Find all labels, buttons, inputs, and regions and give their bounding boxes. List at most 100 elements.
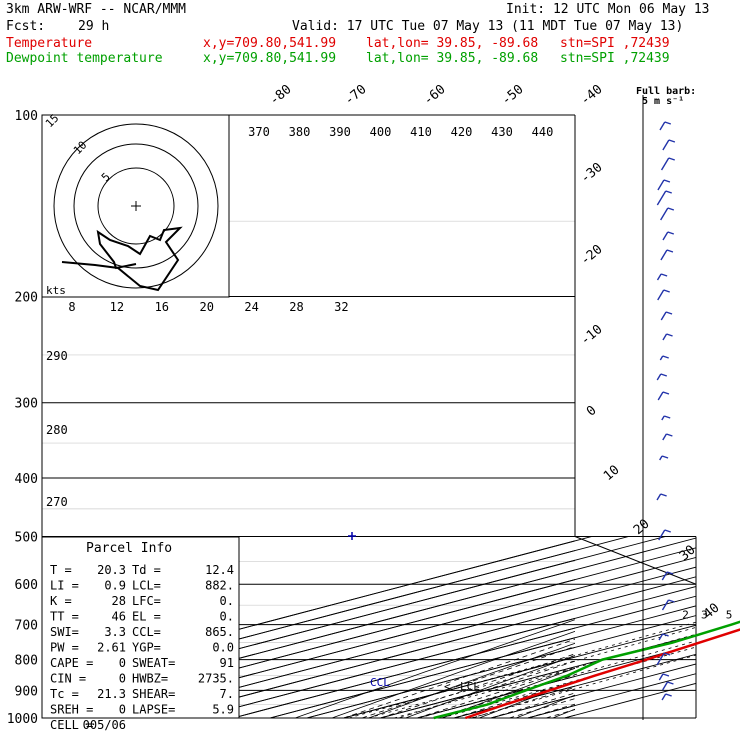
- pressure-tick-label: 400: [15, 472, 38, 487]
- wind-barb: [660, 157, 670, 171]
- isotherm-line: [85, 556, 696, 718]
- temperature-trace: [464, 628, 740, 720]
- parcel-info-cell: 12.4: [205, 563, 234, 577]
- isotherm-line: [49, 547, 696, 718]
- parcel-info-cell: 0.9: [104, 579, 126, 593]
- wind-barb: [657, 179, 665, 191]
- wind-barb: [660, 311, 667, 321]
- hodograph-speed-label: 8: [68, 300, 75, 314]
- wind-barb-flag: [668, 139, 676, 143]
- pressure-tick-label: 200: [15, 291, 38, 306]
- wind-barb: [659, 455, 663, 461]
- parcel-info-cell: 882.: [205, 579, 234, 593]
- parcel-info-cell: 005/06: [83, 718, 126, 732]
- theta-label: 420: [451, 125, 473, 139]
- wind-barb: [660, 207, 669, 221]
- wind-barb-flag: [666, 433, 673, 437]
- hodograph-ring: [97, 167, 175, 245]
- dewpoint-station: stn=SPI ,72439: [560, 51, 670, 66]
- theta-label: 290: [46, 349, 68, 363]
- hodograph-ring: [53, 123, 219, 289]
- pressure-tick-label: 700: [15, 619, 38, 634]
- moist-adiabat-line: [527, 703, 575, 718]
- parcel-info-cell: LCL=: [132, 579, 161, 593]
- isotherm-line: [527, 705, 575, 718]
- parcel-info-cell: HWBZ=: [132, 672, 168, 686]
- mixing-ratio-label: 5: [726, 609, 733, 622]
- hodograph-speed-label: 28: [289, 300, 303, 314]
- wind-barb-flag: [667, 231, 675, 235]
- dry-adiabat-line: [404, 655, 575, 718]
- valid-time: Valid: 17 UTC Tue 07 May 13 (11 MDT Tue …: [292, 19, 684, 34]
- wind-barbs: [642, 95, 676, 720]
- forecast-hour: 29 h: [78, 19, 110, 34]
- hodograph-speed-label: 12: [110, 300, 124, 314]
- wind-barb-flag: [664, 121, 672, 125]
- wind-barb: [662, 333, 668, 341]
- wind-barb: [662, 433, 667, 441]
- theta-label: 410: [410, 125, 432, 139]
- mixing-ratio-label: 2: [682, 609, 689, 622]
- dewpoint-trace: [433, 620, 740, 720]
- isotherm-line: [42, 537, 666, 701]
- wind-barb: [659, 121, 666, 131]
- wind-key-units: 5 m s⁻¹: [642, 96, 684, 107]
- wind-barb-flag: [666, 571, 674, 575]
- wind-barb: [661, 693, 667, 701]
- moist-adiabat-line: [453, 680, 575, 718]
- parcel-info-table: T = 20.3 Td = 12.4 LI = 0.9 LCL= 882. K = 28 LFC= 0…: [50, 563, 234, 732]
- wind-key-title: Full barb:: [636, 86, 696, 97]
- moist-adiabat-line: [398, 660, 575, 718]
- parcel-info-cell: 20.3: [97, 563, 126, 577]
- isotherm-line: [42, 537, 696, 711]
- wind-barb-flag: [665, 311, 673, 315]
- mixing-ratio-line: [418, 640, 696, 718]
- hodograph-speed-label: 20: [199, 300, 213, 314]
- wind-barb-flag: [667, 681, 674, 685]
- parcel-info-cell: 865.: [205, 625, 234, 639]
- wind-barb: [658, 633, 664, 641]
- parcel-info-cell: 91: [220, 656, 234, 670]
- parcel-info-cell: T =: [50, 563, 72, 577]
- wind-barb-flag: [660, 493, 667, 497]
- parcel-info-cell: Td =: [132, 563, 161, 577]
- wind-barb-flag: [663, 415, 671, 419]
- isotherm-label: -40: [578, 82, 606, 109]
- wind-barb: [660, 249, 668, 261]
- wind-barb-flag: [666, 249, 674, 253]
- isotherm-label: -70: [342, 82, 370, 109]
- isotherm-label: 10: [601, 463, 623, 485]
- lcl-arrow: <-: [444, 680, 457, 693]
- isotherm-line: [269, 605, 696, 718]
- isotherm-line: [196, 586, 696, 718]
- theta-label: 430: [491, 125, 513, 139]
- pressure-tick-label: 800: [15, 654, 38, 669]
- dry-adiabat-line: [441, 667, 575, 718]
- parcel-info-cell: SREH =: [50, 703, 93, 717]
- parcel-info-cell: CCL=: [132, 625, 161, 639]
- isotherm-line: [306, 615, 696, 718]
- dry-adiabat-line: [367, 642, 575, 718]
- isotherm-line: [42, 537, 592, 682]
- wind-barb-flag: [662, 391, 670, 395]
- wind-barb-flag: [668, 599, 675, 603]
- parcel-info-cell: 0: [119, 672, 126, 686]
- sounding-traces: CCL <- LCL: [348, 532, 740, 720]
- isotherm-label: -30: [578, 160, 606, 187]
- isotherm-line: [122, 566, 696, 718]
- wind-barb-flag: [663, 289, 670, 293]
- isotherm-label: -60: [421, 82, 449, 109]
- mixing-ratio-label: 3: [701, 609, 708, 622]
- theta-label: 400: [370, 125, 392, 139]
- wind-barb-flag: [662, 633, 669, 637]
- parcel-info-cell: SWEAT=: [132, 656, 175, 670]
- parcel-info-cell: PW =: [50, 641, 79, 655]
- wind-barb: [662, 139, 670, 151]
- hodograph-units-label: kts: [46, 284, 66, 297]
- parcel-info-title: Parcel Info: [86, 541, 172, 556]
- temperature-legend: Temperature: [6, 36, 93, 51]
- parcel-info-box: [41, 536, 240, 719]
- wind-barb: [657, 289, 665, 301]
- theta-label: 440: [532, 125, 554, 139]
- wind-barb-flag: [665, 693, 672, 697]
